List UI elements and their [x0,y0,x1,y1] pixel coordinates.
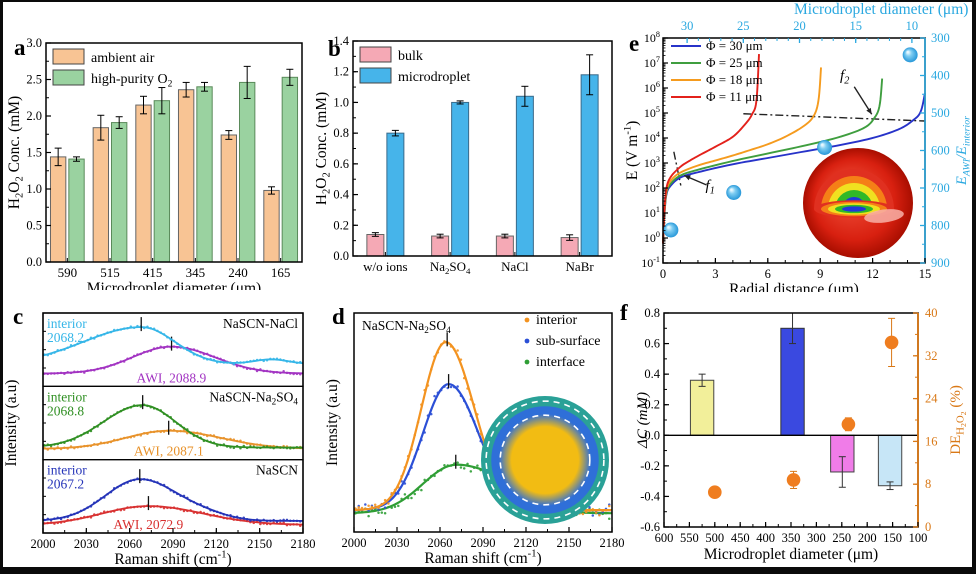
panel-a-label: a [14,35,26,60]
panel-a-chart [0,14,316,290]
panel-e-chart [624,0,976,292]
panel-b-chart [316,14,628,290]
panel-d-label: d [332,304,345,329]
panel-c-label: c [13,304,24,329]
panel-f-label: f [620,300,628,325]
panel-d-chart [324,290,660,574]
panel-f-chart [636,290,976,574]
panel-c-chart [0,290,324,574]
panel-e-label: e [629,31,640,56]
panel-b-label: b [328,36,341,61]
